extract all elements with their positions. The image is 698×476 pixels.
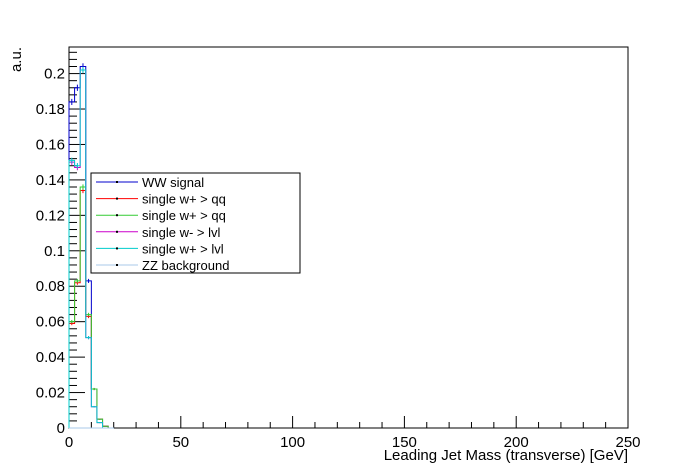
legend-marker [116, 214, 118, 217]
legend-label: single w+ > qq [142, 192, 226, 207]
x-tick-label: 150 [392, 434, 417, 451]
y-tick-label: 0.16 [36, 136, 65, 153]
histogram-series [68, 63, 114, 429]
y-axis-ticks: 0 0.02 0.04 0.06 0.08 0.1 0.12 0.14 0.16 0.18 0.2 [36, 51, 85, 437]
legend-entry: single w+ > qq [96, 208, 226, 223]
legend-marker [116, 197, 118, 200]
legend-label: ZZ background [142, 258, 229, 273]
x-tick-label: 250 [615, 434, 640, 451]
y-axis-label: a.u. [8, 47, 25, 72]
legend-label: single w+ > lvl [142, 241, 224, 256]
legend-marker [116, 264, 118, 266]
histogram-step-line [68, 186, 114, 429]
x-axis-ticks: 0 50 100 150 200 250 [65, 416, 641, 451]
legend-label: single w- > lvl [142, 225, 220, 240]
legend-entry: ZZ background [96, 258, 229, 273]
y-tick-label: 0.2 [44, 66, 65, 83]
legend-entry: single w+ > lvl [96, 241, 224, 256]
x-tick-label: 200 [504, 434, 529, 451]
legend-entry: single w- > lvl [96, 225, 220, 240]
histogram-series-2 [68, 184, 114, 429]
y-tick-label: 0.08 [36, 278, 65, 295]
x-axis-label: Leading Jet Mass (transverse) [GeV] [384, 447, 628, 464]
legend-marker [116, 247, 118, 250]
x-tick-label: 0 [65, 434, 73, 451]
legend-label: WW signal [142, 175, 204, 190]
legend-entry: WW signal [96, 175, 204, 190]
y-tick-label: 0.1 [44, 243, 65, 260]
y-tick-label: 0.12 [36, 207, 65, 224]
y-tick-label: 0 [57, 420, 65, 437]
legend-label: single w+ > qq [142, 208, 226, 223]
x-tick-label: 50 [172, 434, 189, 451]
histogram-series-4 [68, 66, 114, 429]
x-tick-label: 100 [280, 434, 305, 451]
legend-marker [116, 230, 118, 233]
y-tick-label: 0.06 [36, 314, 65, 331]
legend-box [90, 172, 301, 274]
y-tick-label: 0.02 [36, 385, 65, 402]
legend-marker [116, 181, 118, 183]
y-tick-label: 0.14 [36, 172, 65, 189]
y-tick-label: 0.18 [36, 101, 65, 118]
legend-entry: single w+ > qq [96, 192, 226, 207]
y-tick-label: 0.04 [36, 349, 65, 366]
